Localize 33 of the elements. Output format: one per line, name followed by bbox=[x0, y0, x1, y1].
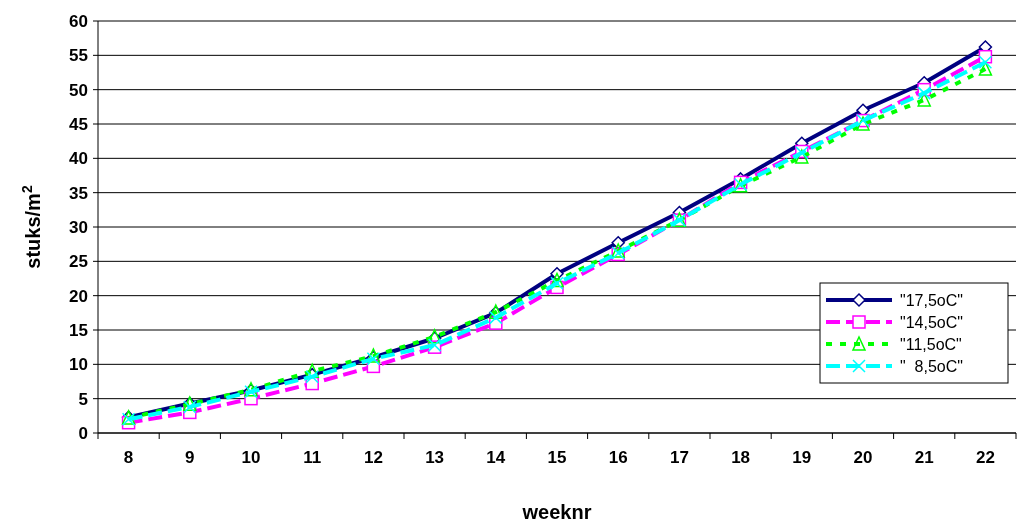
x-tick-label: 20 bbox=[853, 448, 873, 467]
legend-label: "17,5oC" bbox=[900, 291, 963, 309]
y-tick-label: 5 bbox=[78, 389, 88, 409]
y-tick-label: 45 bbox=[69, 114, 88, 134]
y-tick-label: 55 bbox=[69, 46, 88, 66]
x-tick-label: 17 bbox=[669, 448, 689, 467]
x-tick-label: 21 bbox=[914, 448, 934, 467]
x-tick-label: 22 bbox=[975, 448, 995, 467]
x-tick-label: 9 bbox=[185, 448, 195, 467]
x-tick-label: 16 bbox=[608, 448, 628, 467]
y-tick-label: 20 bbox=[69, 286, 88, 306]
legend-label: "11,5oC" bbox=[900, 335, 962, 353]
y-tick-label: 60 bbox=[69, 11, 88, 31]
y-tick-label: 35 bbox=[69, 183, 88, 203]
x-tick-label: 15 bbox=[547, 448, 567, 467]
x-tick-label: 18 bbox=[731, 448, 751, 467]
x-tick-label: 19 bbox=[792, 448, 812, 467]
y-tick-label: 10 bbox=[69, 355, 88, 375]
y-tick-label: 15 bbox=[69, 320, 88, 340]
legend-label: "14,5oC" bbox=[900, 313, 963, 331]
y-tick-label: 0 bbox=[78, 423, 88, 443]
x-tick-label: 10 bbox=[241, 448, 261, 467]
legend-label: " 8,5oC" bbox=[900, 357, 963, 375]
y-tick-label: 30 bbox=[69, 217, 88, 237]
x-tick-label: 8 bbox=[123, 448, 134, 467]
x-tick-label: 11 bbox=[303, 448, 322, 467]
x-tick-label: 14 bbox=[486, 448, 506, 467]
x-tick-label: 13 bbox=[425, 448, 445, 467]
x-tick-label: 12 bbox=[363, 448, 383, 467]
y-tick-label: 25 bbox=[69, 252, 88, 272]
x-axis-title: weeknr bbox=[521, 501, 592, 523]
y-tick-label: 50 bbox=[69, 80, 88, 100]
y-tick-label: 40 bbox=[69, 149, 88, 169]
